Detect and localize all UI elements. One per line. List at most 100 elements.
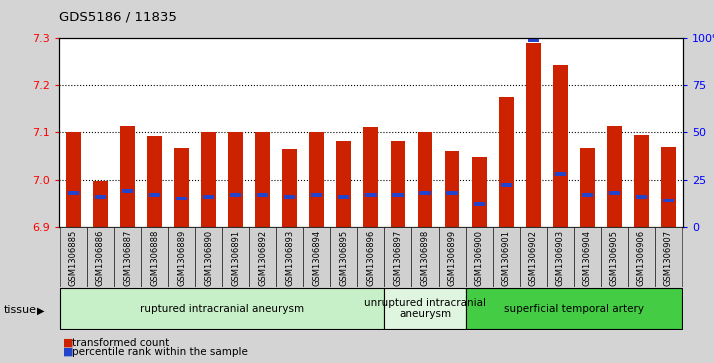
FancyBboxPatch shape bbox=[249, 227, 276, 287]
Text: GSM1306906: GSM1306906 bbox=[637, 230, 646, 286]
FancyBboxPatch shape bbox=[114, 227, 141, 287]
Bar bbox=[663, 199, 674, 202]
FancyBboxPatch shape bbox=[60, 227, 87, 287]
Text: GSM1306888: GSM1306888 bbox=[150, 230, 159, 286]
Bar bbox=[68, 191, 79, 195]
Bar bbox=[391, 141, 406, 227]
FancyBboxPatch shape bbox=[384, 287, 466, 330]
Text: GSM1306886: GSM1306886 bbox=[96, 230, 105, 286]
FancyBboxPatch shape bbox=[60, 287, 384, 330]
Text: GSM1306903: GSM1306903 bbox=[555, 230, 565, 286]
Bar bbox=[634, 135, 649, 227]
Bar bbox=[336, 141, 351, 227]
Bar bbox=[445, 151, 460, 227]
Bar bbox=[122, 189, 133, 193]
Text: GSM1306893: GSM1306893 bbox=[286, 230, 294, 286]
FancyBboxPatch shape bbox=[655, 227, 682, 287]
Bar bbox=[363, 127, 378, 227]
FancyBboxPatch shape bbox=[520, 227, 547, 287]
Text: ■: ■ bbox=[63, 347, 74, 357]
FancyBboxPatch shape bbox=[303, 227, 331, 287]
Bar bbox=[446, 191, 458, 195]
Bar bbox=[582, 193, 593, 197]
Bar bbox=[580, 148, 595, 227]
Text: GSM1306904: GSM1306904 bbox=[583, 230, 592, 286]
Bar bbox=[526, 43, 540, 227]
Bar bbox=[661, 147, 676, 227]
Bar bbox=[553, 65, 568, 227]
FancyBboxPatch shape bbox=[331, 227, 358, 287]
Bar bbox=[66, 132, 81, 227]
Bar bbox=[528, 38, 539, 42]
FancyBboxPatch shape bbox=[195, 227, 222, 287]
Bar bbox=[635, 195, 647, 199]
Bar bbox=[174, 148, 189, 227]
Text: ■: ■ bbox=[63, 338, 74, 348]
Bar bbox=[230, 193, 241, 197]
Bar bbox=[501, 183, 512, 187]
Bar bbox=[228, 132, 243, 227]
Bar bbox=[95, 195, 106, 199]
FancyBboxPatch shape bbox=[141, 227, 168, 287]
Bar bbox=[282, 149, 297, 227]
Text: percentile rank within the sample: percentile rank within the sample bbox=[72, 347, 248, 357]
Bar bbox=[418, 132, 433, 227]
Text: ▶: ▶ bbox=[37, 305, 45, 315]
Bar bbox=[419, 191, 431, 195]
FancyBboxPatch shape bbox=[168, 227, 195, 287]
Text: GSM1306901: GSM1306901 bbox=[502, 230, 511, 286]
Text: ruptured intracranial aneurysm: ruptured intracranial aneurysm bbox=[140, 303, 304, 314]
Text: GSM1306889: GSM1306889 bbox=[177, 230, 186, 286]
FancyBboxPatch shape bbox=[358, 227, 384, 287]
Bar bbox=[257, 193, 268, 197]
Text: GSM1306892: GSM1306892 bbox=[258, 230, 267, 286]
Bar bbox=[93, 181, 108, 227]
FancyBboxPatch shape bbox=[493, 227, 520, 287]
Bar bbox=[120, 126, 135, 227]
FancyBboxPatch shape bbox=[87, 227, 114, 287]
Text: GSM1306897: GSM1306897 bbox=[393, 230, 403, 286]
Text: unruptured intracranial
aneurysm: unruptured intracranial aneurysm bbox=[364, 298, 486, 319]
Bar bbox=[393, 193, 403, 197]
Bar bbox=[311, 193, 323, 197]
Bar bbox=[284, 195, 296, 199]
Bar bbox=[203, 195, 214, 199]
Text: GSM1306885: GSM1306885 bbox=[69, 230, 78, 286]
Text: GSM1306898: GSM1306898 bbox=[421, 230, 430, 286]
Bar bbox=[609, 191, 620, 195]
Bar bbox=[366, 193, 376, 197]
Bar bbox=[201, 131, 216, 227]
Bar bbox=[256, 132, 270, 227]
FancyBboxPatch shape bbox=[574, 227, 600, 287]
FancyBboxPatch shape bbox=[628, 227, 655, 287]
Bar bbox=[309, 131, 324, 227]
Text: GSM1306902: GSM1306902 bbox=[528, 230, 538, 286]
FancyBboxPatch shape bbox=[384, 227, 411, 287]
Text: GSM1306905: GSM1306905 bbox=[610, 230, 619, 286]
Text: GSM1306899: GSM1306899 bbox=[448, 230, 456, 286]
FancyBboxPatch shape bbox=[438, 227, 466, 287]
Text: transformed count: transformed count bbox=[72, 338, 169, 348]
Text: GSM1306900: GSM1306900 bbox=[475, 230, 483, 286]
Bar bbox=[176, 197, 187, 200]
FancyBboxPatch shape bbox=[411, 227, 438, 287]
Text: GSM1306896: GSM1306896 bbox=[366, 230, 376, 286]
Bar bbox=[555, 172, 565, 176]
FancyBboxPatch shape bbox=[466, 287, 682, 330]
Text: GDS5186 / 11835: GDS5186 / 11835 bbox=[59, 11, 176, 24]
FancyBboxPatch shape bbox=[276, 227, 303, 287]
Bar bbox=[498, 97, 513, 227]
Bar bbox=[607, 126, 622, 227]
Text: GSM1306894: GSM1306894 bbox=[312, 230, 321, 286]
FancyBboxPatch shape bbox=[547, 227, 574, 287]
Text: GSM1306891: GSM1306891 bbox=[231, 230, 240, 286]
Text: tissue: tissue bbox=[4, 305, 36, 315]
Text: GSM1306890: GSM1306890 bbox=[204, 230, 213, 286]
FancyBboxPatch shape bbox=[222, 227, 249, 287]
FancyBboxPatch shape bbox=[600, 227, 628, 287]
Text: GSM1306887: GSM1306887 bbox=[123, 230, 132, 286]
Bar bbox=[149, 193, 160, 197]
FancyBboxPatch shape bbox=[466, 227, 493, 287]
Bar bbox=[473, 202, 485, 206]
Text: superficial temporal artery: superficial temporal artery bbox=[504, 303, 644, 314]
